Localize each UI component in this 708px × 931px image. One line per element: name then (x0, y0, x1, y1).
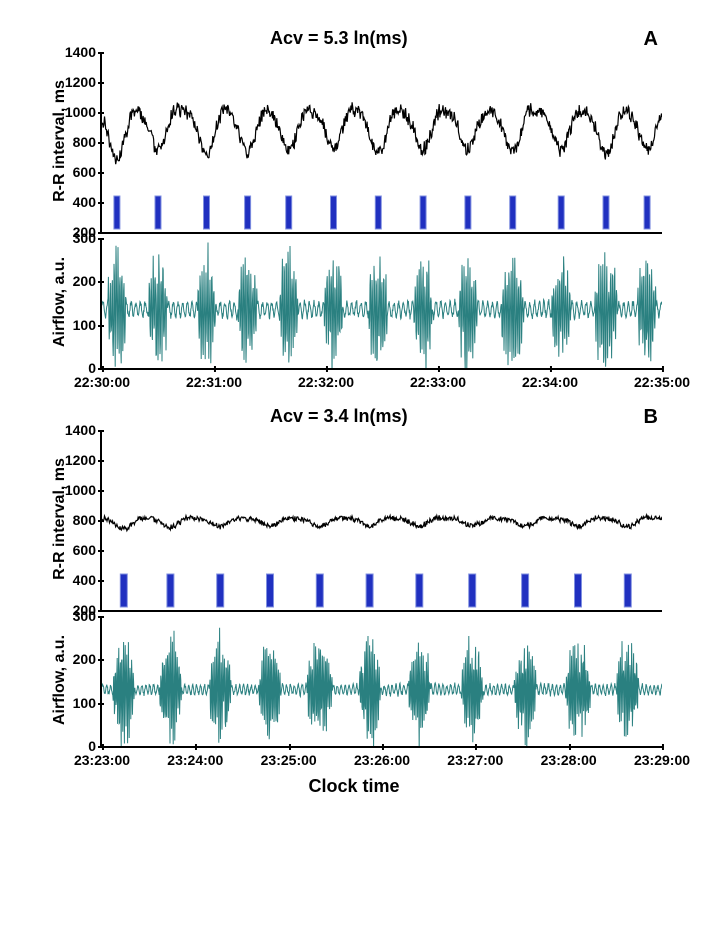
event-bar (603, 196, 609, 229)
x-tick: 22:33:00 (410, 368, 466, 390)
event-bar (522, 574, 529, 607)
subplot-rr: R-R interval, ms200400600800100012001400 (100, 52, 660, 232)
y-tick: 1000 (65, 104, 102, 120)
plot-svg (102, 616, 662, 746)
event-bar (114, 196, 120, 229)
plot-area: 200400600800100012001400 (100, 52, 662, 234)
event-bar (575, 574, 582, 607)
y-tick: 100 (73, 317, 102, 333)
y-tick: 400 (73, 572, 102, 588)
panel-title: Acv = 3.4 ln(ms) (270, 406, 408, 427)
airflow-trace (102, 628, 662, 746)
rr-trace (102, 102, 662, 164)
event-bar (286, 196, 292, 229)
plot-area: 010020030023:23:0023:24:0023:25:0023:26:… (100, 616, 662, 748)
x-tick: 22:31:00 (186, 368, 242, 390)
x-tick: 23:26:00 (354, 746, 410, 768)
x-tick: 22:35:00 (634, 368, 690, 390)
x-tick: 22:32:00 (298, 368, 354, 390)
y-tick: 800 (73, 512, 102, 528)
event-bar (465, 196, 471, 229)
y-axis-label: Airflow, a.u. (51, 615, 69, 745)
event-bar (155, 196, 161, 229)
subplot-rr: R-R interval, ms200400600800100012001400 (100, 430, 660, 610)
y-tick: 300 (73, 230, 102, 246)
airflow-trace (102, 243, 662, 369)
y-tick: 300 (73, 608, 102, 624)
y-tick: 1400 (65, 44, 102, 60)
panel-A: A Acv = 5.3 ln(ms) R-R interval, ms2004006… (20, 20, 688, 368)
x-tick: 22:34:00 (522, 368, 578, 390)
y-tick: 100 (73, 695, 102, 711)
x-tick: 22:30:00 (74, 368, 130, 390)
y-tick: 800 (73, 134, 102, 150)
y-tick: 1200 (65, 452, 102, 468)
x-tick: 23:24:00 (167, 746, 223, 768)
plot-svg (102, 430, 662, 610)
event-bar (120, 574, 127, 607)
y-tick: 400 (73, 194, 102, 210)
y-tick: 1000 (65, 482, 102, 498)
event-bar (420, 196, 426, 229)
event-bar (217, 574, 224, 607)
x-tick: 23:28:00 (541, 746, 597, 768)
y-axis-label: Airflow, a.u. (51, 237, 69, 367)
x-tick: 23:25:00 (261, 746, 317, 768)
y-tick: 600 (73, 542, 102, 558)
event-bar (510, 196, 516, 229)
panel-B: B Acv = 3.4 ln(ms) R-R interval, ms2004006… (20, 398, 688, 746)
y-tick: 600 (73, 164, 102, 180)
x-tick: 23:29:00 (634, 746, 690, 768)
plot-svg (102, 238, 662, 368)
event-bar (558, 196, 564, 229)
plot-area: 200400600800100012001400 (100, 430, 662, 612)
event-bar (416, 574, 423, 607)
event-bar (375, 196, 381, 229)
x-axis-label: Clock time (20, 776, 688, 797)
event-bar (167, 574, 174, 607)
plot-svg (102, 52, 662, 232)
y-tick: 1200 (65, 74, 102, 90)
y-tick: 1400 (65, 422, 102, 438)
y-tick: 200 (73, 651, 102, 667)
event-bar (366, 574, 373, 607)
panel-letter: A (644, 28, 658, 51)
rr-trace (102, 515, 662, 531)
x-tick: 23:27:00 (447, 746, 503, 768)
figure: A Acv = 5.3 ln(ms) R-R interval, ms2004006… (20, 20, 688, 797)
event-bar (469, 574, 476, 607)
event-bar (624, 574, 631, 607)
panel-letter: B (644, 406, 658, 429)
subplot-airflow: Airflow, a.u.010020030023:23:0023:24:002… (100, 616, 660, 746)
event-bar (644, 196, 650, 229)
event-bar (316, 574, 323, 607)
event-bar (245, 196, 251, 229)
event-bar (204, 196, 210, 229)
subplot-airflow: Airflow, a.u.010020030022:30:0022:31:002… (100, 238, 660, 368)
panel-title: Acv = 5.3 ln(ms) (270, 28, 408, 49)
x-tick: 23:23:00 (74, 746, 130, 768)
event-bar (331, 196, 337, 229)
y-tick: 200 (73, 273, 102, 289)
event-bar (267, 574, 274, 607)
plot-area: 010020030022:30:0022:31:0022:32:0022:33:… (100, 238, 662, 370)
